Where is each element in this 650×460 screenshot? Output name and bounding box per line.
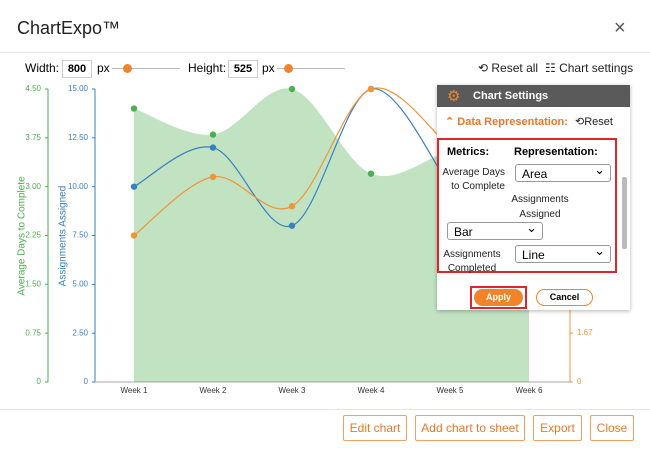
y-tick-label: 4.50: [25, 84, 41, 93]
panel-header: [437, 85, 630, 107]
point: [209, 173, 217, 181]
panel-reset-text: Reset: [584, 116, 613, 128]
x-tick-label: Week 6: [516, 386, 544, 395]
metric-label: Assignments Assigned: [511, 194, 569, 220]
footer-button[interactable]: Export: [533, 415, 582, 441]
y-tick-label: 12.50: [68, 133, 89, 142]
y-tick-label: 15.00: [68, 84, 89, 93]
point: [209, 131, 217, 138]
height-slider-handle[interactable]: [284, 64, 293, 73]
width-slider[interactable]: [112, 68, 180, 69]
section-text: Data Representation:: [457, 116, 568, 128]
point: [130, 183, 138, 190]
representation-select[interactable]: Line: [515, 242, 611, 263]
collapse-icon: ⌃: [445, 116, 458, 128]
x-tick-label: Week 3: [279, 386, 307, 395]
point: [130, 232, 138, 239]
point: [367, 170, 375, 177]
width-label: Width:: [25, 61, 60, 75]
close-icon[interactable]: ×: [614, 17, 626, 39]
point: [209, 144, 217, 151]
apply-button[interactable]: Apply: [474, 289, 523, 306]
footer-button[interactable]: Close: [590, 415, 634, 441]
reset-icon: ⟲: [478, 61, 492, 75]
height-slider[interactable]: [277, 68, 345, 69]
footer-button[interactable]: Add chart to sheet: [415, 415, 525, 441]
area: [134, 88, 529, 383]
y-tick-label: 2.25: [25, 231, 41, 240]
representation-select[interactable]: Area: [515, 161, 611, 182]
y-tick-label: 1.50: [25, 279, 41, 288]
gear-icon: ⚙: [447, 88, 461, 105]
y-tick-label: 0: [577, 377, 582, 386]
y-tick-label: 0.75: [25, 328, 41, 337]
reset-icon: ⟲: [575, 116, 585, 128]
height-label: Height:: [188, 61, 227, 75]
reset-all-button[interactable]: ⟲ Reset all: [478, 61, 538, 75]
y-tick-label: 7.50: [72, 231, 88, 240]
axis-title: Average Days to Complete: [17, 176, 28, 296]
x-tick-label: Week 2: [200, 386, 228, 395]
x-tick-label: Week 5: [437, 386, 465, 395]
x-tick-label: Week 4: [358, 386, 386, 395]
scrollbar[interactable]: [622, 177, 627, 249]
representation-select[interactable]: Bar: [447, 219, 543, 240]
panel-title: Chart Settings: [473, 90, 549, 102]
y-tick-label: 3.75: [25, 133, 41, 142]
metric-label: Assignments Completed: [443, 249, 501, 274]
settings-icon: ☷: [545, 61, 560, 75]
height-unit: px: [262, 61, 275, 75]
reset-all-text: Reset all: [491, 61, 539, 75]
axis-title: Assignments Assigned: [58, 186, 69, 287]
metrics-header: Metrics:: [447, 146, 490, 158]
x-tick-label: Week 1: [121, 386, 149, 395]
dialog-title: ChartExpo™: [17, 18, 121, 38]
divider: [0, 409, 650, 410]
y-tick-label: 1.67: [577, 328, 593, 337]
width-slider-handle[interactable]: [123, 64, 132, 73]
width-input[interactable]: 800: [62, 60, 92, 78]
point: [367, 85, 375, 93]
section-title[interactable]: ⌃ Data Representation:: [445, 115, 568, 128]
cancel-button[interactable]: Cancel: [536, 289, 593, 306]
y-tick-label: 2.50: [72, 328, 88, 337]
representation-box: Metrics: Representation: Average Days to…: [437, 138, 617, 274]
metric-label: Average Days to Complete: [442, 167, 505, 192]
chart: 0 0.75 1.50 2.25 3.00 3.75 4.50 0 2.50 5.00 7.50 10…: [17, 84, 593, 395]
representation-header: Representation:: [514, 146, 598, 158]
y-tick-label: 3.00: [25, 182, 41, 191]
y-tick-label: 10.00: [68, 182, 89, 191]
y-tick-label: 0: [37, 377, 42, 386]
width-unit: px: [97, 61, 110, 75]
apply-highlight: [470, 286, 527, 309]
point: [288, 85, 296, 93]
point: [288, 222, 296, 229]
point: [288, 203, 296, 210]
chart-settings-button[interactable]: ☷ Chart settings: [545, 61, 633, 75]
footer-button[interactable]: Edit chart: [343, 415, 407, 441]
y-tick-label: 5.00: [72, 279, 88, 288]
divider: [0, 52, 650, 53]
line: [133, 88, 451, 227]
chart-settings-text: Chart settings: [559, 61, 634, 75]
y-tick-label: 0: [84, 377, 89, 386]
height-input[interactable]: 525: [228, 60, 258, 78]
settings-panel: ⚙ Chart Settings ⌃ Data Representation: …: [437, 85, 630, 310]
panel-reset[interactable]: ⟲Reset: [575, 115, 613, 128]
point: [130, 105, 138, 112]
